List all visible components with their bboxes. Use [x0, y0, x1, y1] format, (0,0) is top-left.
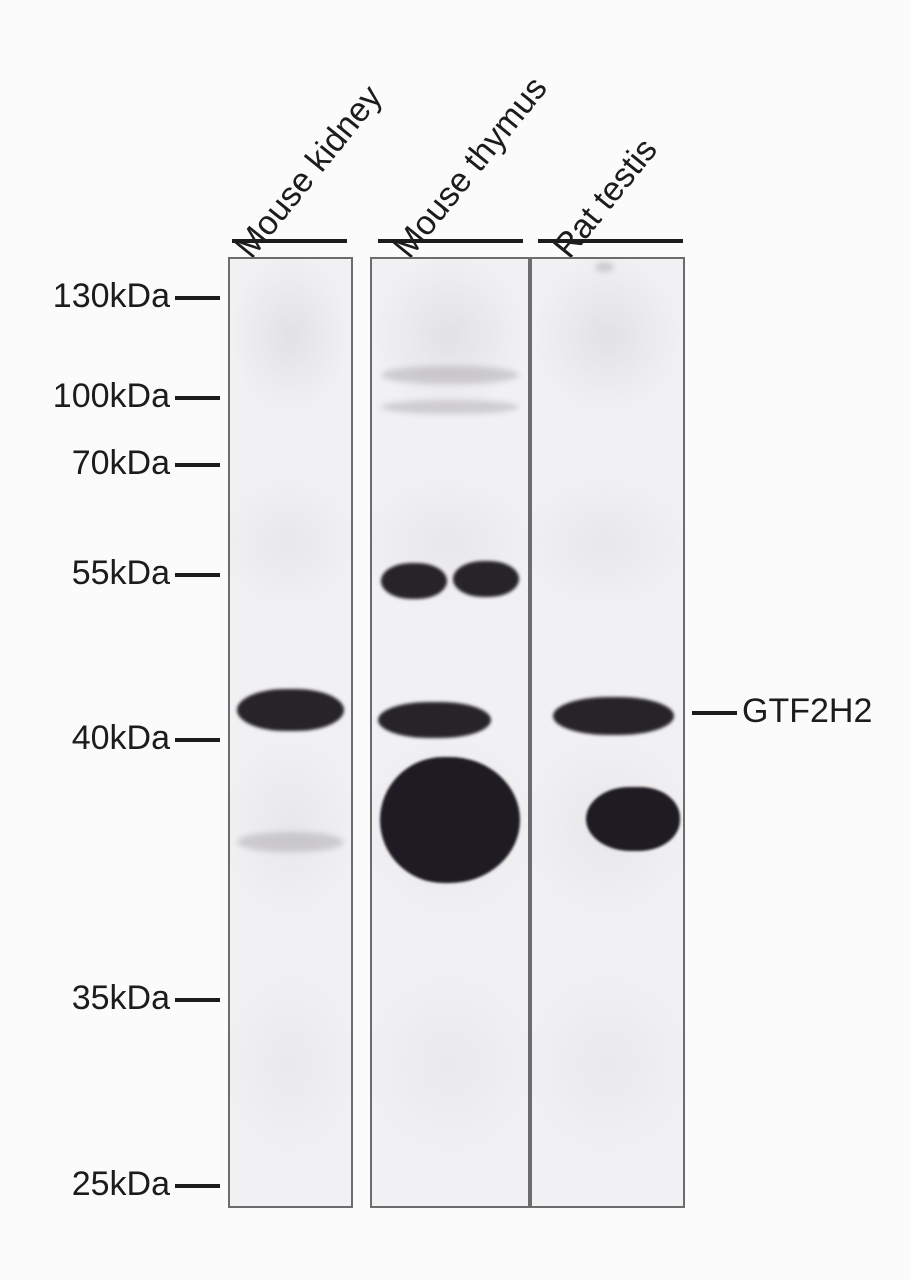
blot-lane-mouse-kidney: [228, 257, 353, 1208]
band-faint: [237, 832, 343, 852]
marker-label: 40kDa: [72, 721, 170, 755]
lane-label-rat-testis: Rat testis: [548, 132, 664, 264]
lane-label-mouse-kidney: Mouse kidney: [230, 80, 388, 264]
lane-underline: [538, 239, 683, 243]
marker-tick: [175, 463, 220, 467]
marker-tick: [175, 998, 220, 1002]
marker-tick: [175, 1184, 220, 1188]
lane-underline: [232, 239, 347, 243]
marker-tick: [175, 573, 220, 577]
marker-label: 35kDa: [72, 981, 170, 1015]
band-strong: [381, 563, 447, 599]
target-tick: [692, 711, 737, 715]
band-faint: [381, 366, 518, 384]
marker-tick: [175, 738, 220, 742]
lane-underline: [378, 239, 523, 243]
lane-label-mouse-thymus: Mouse thymus: [388, 71, 554, 264]
band-faint: [595, 262, 613, 272]
western-blot-figure: 130kDa 100kDa 70kDa 55kDa 40kDa 35kDa 25…: [0, 0, 911, 1280]
marker-label: 25kDa: [72, 1167, 170, 1201]
lane-background-noise: [230, 259, 351, 1206]
marker-label: 130kDa: [53, 279, 170, 313]
marker-label: 55kDa: [72, 556, 170, 590]
band-strong: [237, 689, 343, 731]
band-faint: [381, 400, 518, 414]
blot-lane-mouse-thymus: [370, 257, 530, 1208]
band-strong: [378, 702, 490, 738]
marker-label: 70kDa: [72, 446, 170, 480]
blot-lane-rat-testis: [530, 257, 685, 1208]
marker-label: 100kDa: [53, 379, 170, 413]
marker-tick: [175, 296, 220, 300]
band-strong: [453, 561, 519, 597]
marker-tick: [175, 396, 220, 400]
band-blob: [380, 757, 520, 883]
target-label-gtf2h2: GTF2H2: [742, 694, 872, 728]
band-blob: [586, 787, 680, 851]
band-strong: [553, 697, 674, 735]
